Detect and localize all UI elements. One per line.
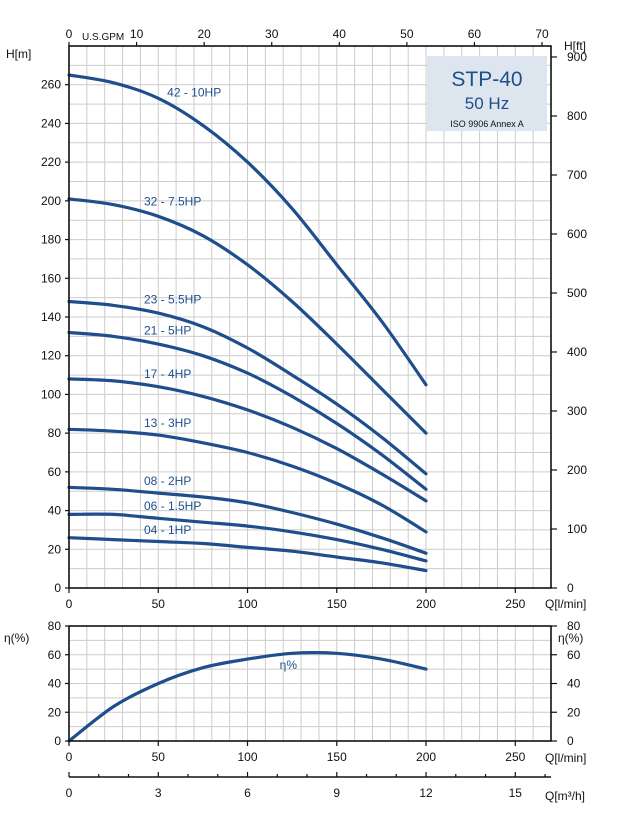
head-curve-label: 32 - 7.5HP	[144, 195, 201, 209]
y-tick-label-m: 60	[48, 465, 62, 479]
m3h-tick-label: 6	[244, 786, 251, 800]
x2-tick-label-gpm: 0	[66, 27, 73, 41]
x2-axis-label-gpm: U.S.GPM	[82, 32, 124, 43]
y2-tick-label-ft: 800	[567, 109, 587, 123]
y2-tick-label-ft: 100	[567, 522, 587, 536]
eff-y-tick-label: 80	[48, 619, 62, 633]
head-curve-label: 13 - 3HP	[144, 416, 191, 430]
y2-tick-label-ft: 0	[567, 581, 574, 595]
x2-tick-label-gpm: 10	[130, 27, 144, 41]
x-axis-label-m3h: Q[m³/h]	[545, 789, 585, 803]
head-curve-label: 17 - 4HP	[144, 367, 191, 381]
y2-tick-label-ft: 700	[567, 168, 587, 182]
eff-x-tick-label: 250	[505, 750, 525, 764]
eff-y2-axis-label: η(%)	[558, 631, 583, 645]
head-curve-label: 04 - 1HP	[144, 523, 191, 537]
y2-tick-label-ft: 500	[567, 286, 587, 300]
y-tick-label-m: 160	[41, 271, 61, 285]
x-tick-label-lmin: 0	[66, 597, 73, 611]
y2-axis-label-ft: H[ft]	[564, 39, 586, 53]
x2-tick-label-gpm: 30	[265, 27, 279, 41]
head-curve	[67, 73, 428, 387]
x2-tick-label-gpm: 60	[468, 27, 482, 41]
labels: 0204060801001201401601802002202402600100…	[41, 27, 587, 800]
x-axis-label-lmin-bottom: Q[l/min]	[545, 751, 586, 765]
y-tick-label-m: 0	[54, 581, 61, 595]
y-tick-label-m: 220	[41, 155, 61, 169]
x2-tick-label-gpm: 70	[535, 27, 549, 41]
eff-y2-tick-label: 20	[567, 705, 581, 719]
x-tick-label-lmin: 250	[505, 597, 525, 611]
info-box-title: STP-40	[451, 68, 522, 91]
y-tick-label-m: 20	[48, 542, 62, 556]
y-tick-label-m: 180	[41, 233, 61, 247]
info-box-standard: ISO 9906 Annex A	[450, 119, 524, 129]
eff-x-tick-label: 150	[327, 750, 347, 764]
head-curve	[67, 330, 428, 491]
eff-x-tick-label: 100	[238, 750, 258, 764]
eff-y2-tick-label: 80	[567, 619, 581, 633]
x-tick-label-lmin: 150	[327, 597, 347, 611]
curves	[67, 73, 428, 743]
m3h-tick-label: 0	[66, 786, 73, 800]
m3h-tick-label: 12	[419, 786, 433, 800]
eff-y2-tick-label: 0	[567, 734, 574, 748]
y2-tick-label-ft: 600	[567, 227, 587, 241]
head-curve	[67, 197, 428, 435]
x-tick-label-lmin: 200	[416, 597, 436, 611]
x-tick-label-lmin: 100	[238, 597, 258, 611]
y2-tick-label-ft: 400	[567, 345, 587, 359]
info-box-frequency: 50 Hz	[465, 94, 509, 113]
eff-x-tick-label: 0	[66, 750, 73, 764]
y-tick-label-m: 140	[41, 310, 61, 324]
y2-tick-label-ft: 900	[567, 50, 587, 64]
y2-tick-label-ft: 300	[567, 404, 587, 418]
y-axis-label-m: H[m]	[6, 47, 31, 61]
x2-tick-label-gpm: 50	[400, 27, 414, 41]
eff-y2-tick-label: 60	[567, 648, 581, 662]
m3h-tick-label: 15	[509, 786, 523, 800]
y-tick-label-m: 40	[48, 504, 62, 518]
eff-y-tick-label: 20	[48, 705, 62, 719]
eff-y-tick-label: 40	[48, 677, 62, 691]
head-curve-label: 06 - 1.5HP	[144, 499, 201, 513]
head-curve-label: 23 - 5.5HP	[144, 293, 201, 307]
efficiency-curve-label: η%	[280, 658, 298, 672]
head-curve-label: 08 - 2HP	[144, 474, 191, 488]
eff-x-tick-label: 200	[416, 750, 436, 764]
y-tick-label-m: 240	[41, 116, 61, 130]
eff-y-axis-label: η(%)	[4, 631, 29, 645]
head-curve-label: 42 - 10HP	[167, 86, 221, 100]
head-curve	[67, 427, 428, 534]
eff-y2-tick-label: 40	[567, 677, 581, 691]
efficiency-curve	[67, 651, 428, 743]
x-axis-label-lmin-top: Q[l/min]	[545, 597, 586, 611]
y-tick-label-m: 100	[41, 387, 61, 401]
head-curve	[67, 536, 428, 573]
x2-tick-label-gpm: 20	[197, 27, 211, 41]
eff-x-tick-label: 50	[152, 750, 166, 764]
grid-lines	[68, 45, 552, 742]
head-curve	[67, 299, 428, 476]
eff-y-tick-label: 60	[48, 648, 62, 662]
y2-tick-label-ft: 200	[567, 463, 587, 477]
axes	[65, 42, 557, 778]
eff-y-tick-label: 0	[54, 734, 61, 748]
x2-tick-label-gpm: 40	[333, 27, 347, 41]
m3h-tick-label: 3	[155, 786, 162, 800]
m3h-tick-label: 9	[333, 786, 340, 800]
head-curve	[67, 485, 428, 555]
y-tick-label-m: 260	[41, 78, 61, 92]
info-box-background	[427, 56, 547, 131]
x-tick-label-lmin: 50	[152, 597, 166, 611]
y-tick-label-m: 120	[41, 349, 61, 363]
info-box: STP-40 50 Hz ISO 9906 Annex A	[427, 56, 547, 131]
y-tick-label-m: 80	[48, 426, 62, 440]
y-tick-label-m: 200	[41, 194, 61, 208]
head-curve	[67, 512, 428, 563]
head-curve	[67, 377, 428, 503]
head-curve-label: 21 - 5HP	[144, 324, 191, 338]
